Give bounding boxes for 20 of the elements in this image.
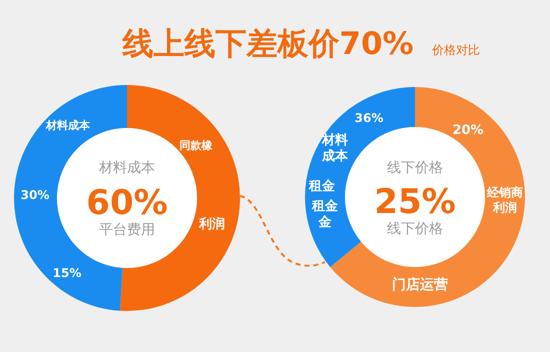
text: 材料成本: [98, 160, 155, 176]
text: 36%: [354, 111, 384, 125]
text: 平台费用: [99, 222, 155, 238]
text: 60%: [86, 183, 168, 223]
text: 同款橡: [180, 138, 214, 152]
text: 租金金: [311, 198, 339, 230]
text: 材料成本: [321, 132, 349, 164]
text: 门店运营: [392, 276, 448, 293]
text: 经销商利润: [486, 186, 523, 214]
text: 租金: [308, 178, 336, 194]
text: 20%: [452, 122, 484, 138]
text: 15%: [52, 266, 82, 280]
text: 25%: [374, 182, 456, 222]
text: 材料成本: [45, 118, 91, 132]
title: 线上线下差板价70%: [122, 26, 414, 62]
text: 30%: [20, 188, 50, 202]
subtitle: 价格对比: [432, 43, 480, 57]
text: 线下价格: [387, 221, 443, 237]
text: 线下价格: [387, 160, 443, 176]
text: 利润: [198, 216, 225, 232]
